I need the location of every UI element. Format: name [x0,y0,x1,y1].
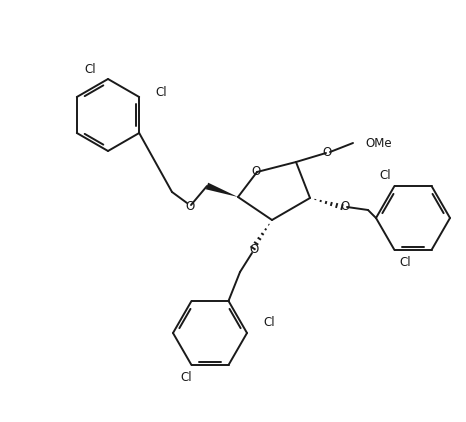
Text: Cl: Cl [181,371,192,384]
Text: O: O [322,146,332,159]
Text: O: O [340,200,350,213]
Text: O: O [249,243,259,255]
Text: O: O [185,200,195,213]
Text: Cl: Cl [155,86,167,98]
Text: OMe: OMe [365,136,391,149]
Text: Cl: Cl [380,170,391,182]
Text: Cl: Cl [263,316,274,330]
Polygon shape [206,183,238,197]
Text: Cl: Cl [84,62,96,76]
Text: O: O [251,165,260,178]
Text: Cl: Cl [399,256,411,268]
